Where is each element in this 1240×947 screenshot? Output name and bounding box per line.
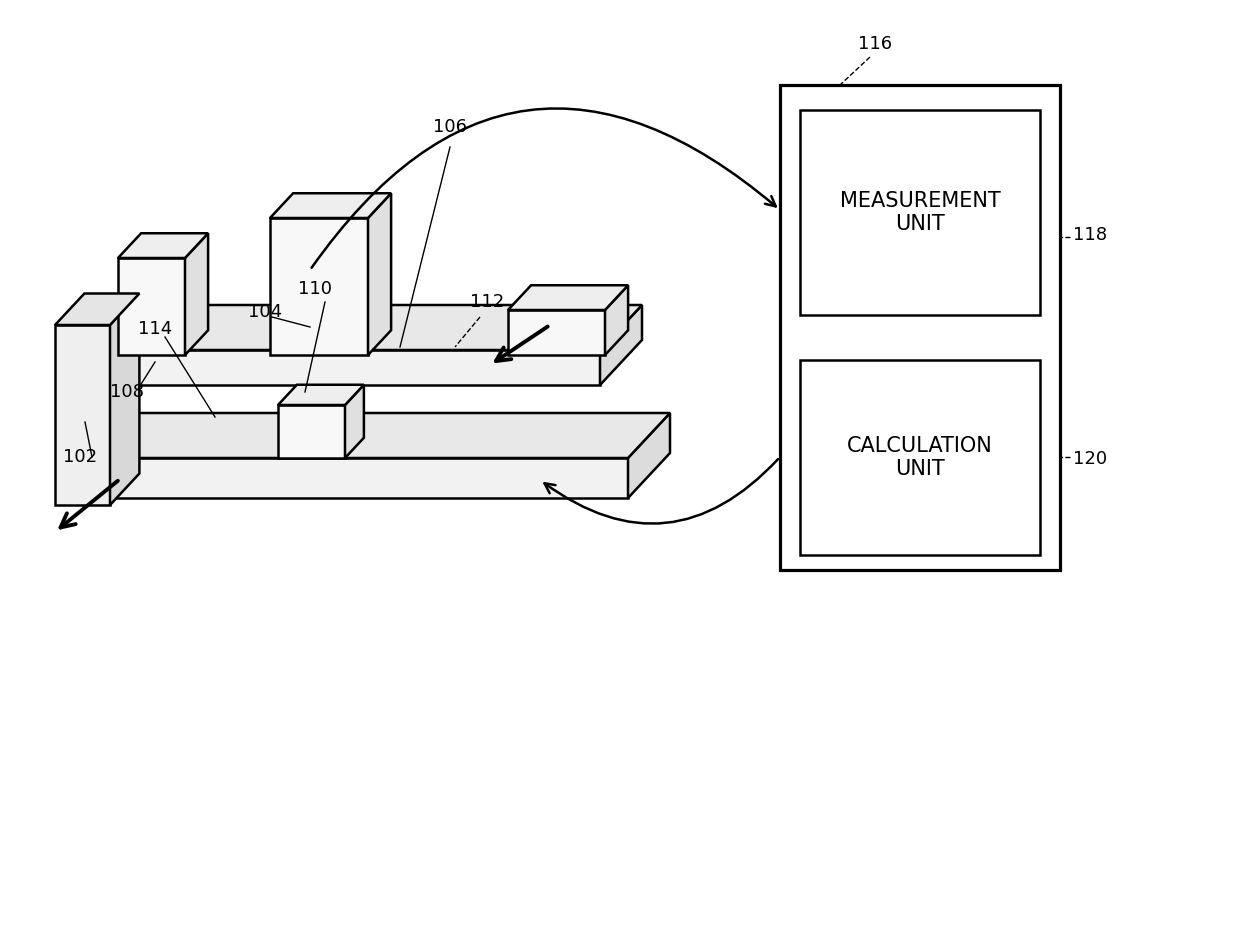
Text: 102: 102 — [63, 448, 97, 466]
Polygon shape — [345, 384, 363, 458]
Polygon shape — [91, 350, 600, 385]
Bar — [800, 110, 1040, 315]
Polygon shape — [55, 294, 139, 325]
Polygon shape — [91, 305, 642, 350]
Text: MEASUREMENT
UNIT: MEASUREMENT UNIT — [839, 191, 1001, 234]
FancyArrowPatch shape — [544, 459, 779, 524]
Polygon shape — [88, 458, 627, 498]
Polygon shape — [627, 413, 670, 498]
Polygon shape — [185, 233, 208, 355]
Text: 120: 120 — [1073, 450, 1107, 468]
Bar — [780, 85, 1060, 570]
Polygon shape — [508, 285, 629, 310]
FancyArrowPatch shape — [311, 109, 776, 268]
Polygon shape — [118, 233, 208, 258]
Polygon shape — [600, 305, 642, 385]
Polygon shape — [110, 294, 139, 505]
Polygon shape — [270, 218, 368, 355]
Polygon shape — [118, 258, 185, 355]
Text: 114: 114 — [138, 320, 172, 338]
Text: 106: 106 — [433, 118, 467, 136]
Polygon shape — [270, 193, 391, 218]
Text: 108: 108 — [110, 383, 144, 401]
Text: CALCULATION
UNIT: CALCULATION UNIT — [847, 436, 993, 479]
Polygon shape — [605, 285, 629, 355]
Text: 112: 112 — [470, 293, 505, 311]
Text: 110: 110 — [298, 280, 332, 298]
Bar — [800, 360, 1040, 555]
Polygon shape — [88, 413, 670, 458]
Polygon shape — [55, 325, 110, 505]
Polygon shape — [368, 193, 391, 355]
Text: 118: 118 — [1073, 226, 1107, 244]
Text: 116: 116 — [858, 35, 892, 53]
Text: 104: 104 — [248, 303, 281, 321]
Polygon shape — [278, 405, 345, 458]
Polygon shape — [278, 384, 363, 405]
Polygon shape — [508, 310, 605, 355]
